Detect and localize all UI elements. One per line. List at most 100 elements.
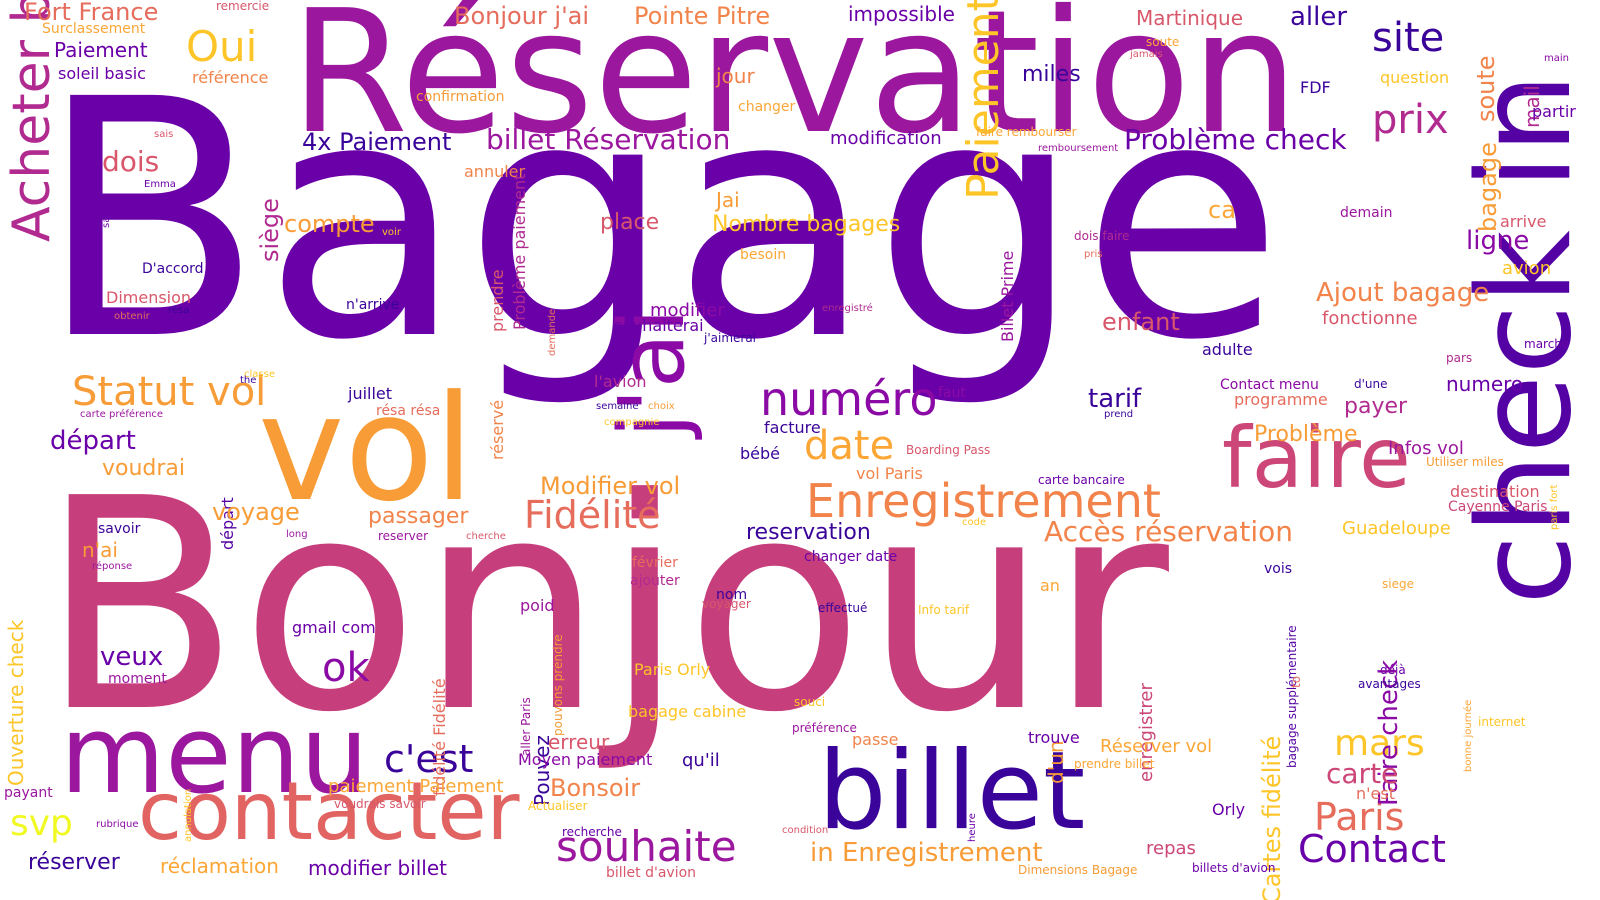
- word-111: paris fort: [1549, 484, 1560, 530]
- word-35: Paiement: [54, 38, 148, 62]
- word-91: enfant: [1102, 308, 1180, 336]
- word-195: modifier billet: [308, 856, 447, 880]
- word-180: prendre billet: [1074, 757, 1155, 771]
- word-51: billet Réservation: [486, 123, 731, 156]
- word-60: place: [600, 210, 660, 235]
- word-7: contacter: [138, 765, 520, 858]
- word-61: Jai: [716, 188, 740, 212]
- word-94: pars: [1446, 351, 1473, 365]
- word-198: billet d'avion: [606, 865, 697, 881]
- word-171: souci: [794, 695, 826, 709]
- word-95: classe: [244, 369, 275, 380]
- word-141: changer date: [804, 549, 898, 565]
- word-122: voudrai: [102, 456, 186, 481]
- word-158: moment: [108, 671, 167, 687]
- word-101: choix: [648, 401, 675, 412]
- word-38: confirmation: [416, 89, 505, 105]
- word-54: faire rembourser: [976, 125, 1077, 139]
- word-112: juillet: [348, 384, 393, 403]
- word-46: soute: [1472, 55, 1500, 122]
- word-56: dois: [102, 145, 160, 178]
- word-106: Contact menu: [1220, 377, 1319, 393]
- word-96: the: [240, 375, 257, 386]
- word-125: destination: [1450, 482, 1540, 501]
- word-107: programme: [1234, 390, 1328, 409]
- word-36: soleil basic: [58, 64, 146, 83]
- word-193: réserver: [28, 850, 120, 875]
- word-77: Dimension: [106, 288, 192, 307]
- word-53: modification: [830, 128, 942, 149]
- word-119: Problème: [1254, 422, 1358, 447]
- word-168: bonne journée: [1463, 699, 1474, 772]
- word-199: Dimensions Bagage: [1018, 863, 1138, 877]
- word-118: Boarding Pass: [906, 443, 991, 457]
- word-42: question: [1380, 68, 1450, 87]
- word-179: qu'il: [682, 750, 720, 771]
- word-41: changer: [738, 99, 796, 115]
- word-164: to: [1289, 675, 1303, 688]
- word-87: enregistré: [822, 303, 873, 314]
- word-129: passager: [368, 504, 469, 529]
- word-57: annuler: [464, 162, 526, 181]
- word-14: Oui: [186, 22, 258, 71]
- word-190: recherche: [562, 825, 622, 839]
- word-27: Fort France: [24, 0, 159, 26]
- word-152: nom: [716, 587, 748, 603]
- word-28: Bonjour j'ai: [454, 2, 590, 30]
- word-102: compagnie: [604, 417, 660, 428]
- word-151: poid: [520, 596, 555, 615]
- word-189: rubrique: [96, 819, 139, 830]
- word-150: gmail com: [292, 618, 376, 637]
- word-1: Bonjour: [40, 436, 1169, 776]
- word-79: résa: [168, 305, 190, 316]
- word-0: Bagage: [38, 31, 1284, 412]
- word-26: svp: [10, 803, 73, 844]
- word-136: Accès réservation: [1044, 515, 1293, 548]
- word-103: faut: [938, 385, 966, 401]
- word-157: veux: [100, 642, 164, 672]
- word-133: reserver: [378, 529, 429, 543]
- word-29: Pointe Pitre: [634, 2, 771, 30]
- word-64: bagage: [1474, 142, 1502, 232]
- word-73: demain: [1340, 205, 1393, 221]
- word-144: an: [1040, 576, 1060, 595]
- word-15: Statut vol: [72, 369, 267, 415]
- word-59: compte: [284, 210, 375, 238]
- word-86: j'aimerai: [704, 331, 757, 345]
- word-137: Guadeloupe: [1342, 518, 1451, 539]
- word-182: carte: [1326, 757, 1399, 790]
- word-175: Réserver vol: [1100, 736, 1213, 757]
- word-153: voyager: [702, 597, 751, 611]
- word-76: D'accord: [142, 261, 204, 277]
- word-23: prix: [1372, 97, 1449, 143]
- word-161: pouvons prendre: [551, 634, 565, 736]
- word-183: n'est: [1356, 784, 1395, 803]
- word-49: partir: [1532, 102, 1576, 121]
- word-178: Moyen paiement: [518, 750, 653, 769]
- word-142: février: [632, 555, 678, 571]
- word-24: ok: [322, 645, 370, 691]
- word-109: numero: [1446, 372, 1524, 396]
- word-110: payer: [1344, 394, 1408, 419]
- word-37: référence: [192, 68, 269, 87]
- word-70: Emma: [144, 179, 176, 190]
- word-130: Ouverture check: [4, 619, 28, 786]
- word-177: erreur: [548, 730, 610, 754]
- word-83: demande: [547, 308, 558, 356]
- word-146: siege: [1382, 577, 1414, 591]
- word-44: soute: [1146, 35, 1180, 49]
- word-55: remboursement: [1038, 143, 1119, 154]
- word-89: Ajout bagage: [1316, 278, 1490, 308]
- word-134: cherche: [466, 531, 506, 542]
- word-18: Contact: [1298, 827, 1446, 871]
- word-187: voudrais savoir: [334, 797, 426, 811]
- word-154: effectué: [818, 601, 868, 615]
- word-17: Fidélité: [524, 493, 661, 537]
- word-163: bagage supplémentaire: [1285, 625, 1299, 768]
- word-149: Cartes fidélité: [1258, 735, 1286, 900]
- word-69: sac: [101, 211, 112, 228]
- word-58: siège: [256, 198, 284, 262]
- word-184: payant: [4, 785, 53, 801]
- word-155: Info tarif: [918, 603, 970, 617]
- word-10: Enregistrement: [806, 474, 1161, 528]
